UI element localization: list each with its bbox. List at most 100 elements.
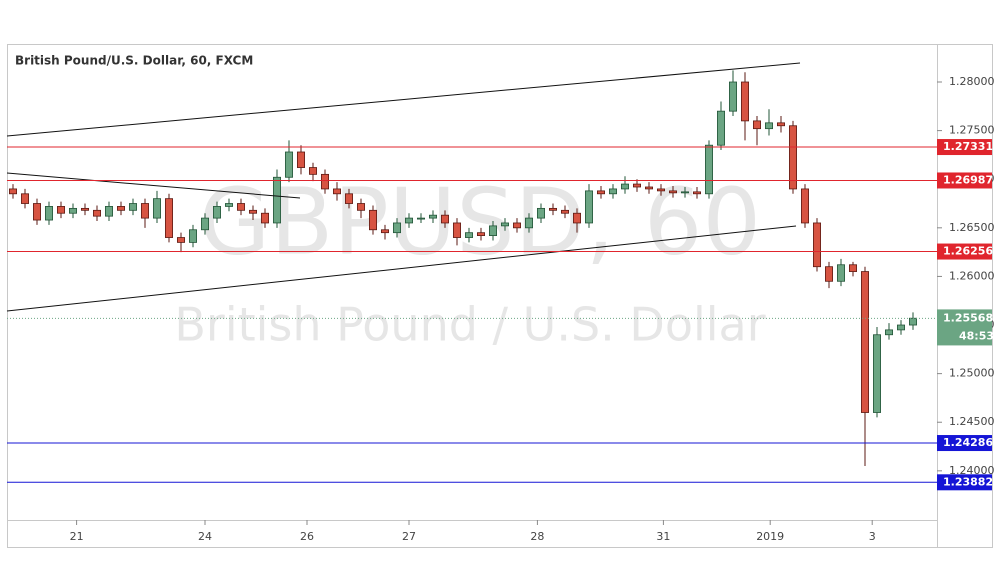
candle-body: [93, 209, 102, 217]
candle-body: [681, 191, 690, 194]
candle-body: [236, 203, 245, 211]
x-tick-label: 28: [530, 530, 544, 543]
candle-body: [272, 176, 281, 224]
level-label: 1.26256: [943, 245, 993, 258]
last-price-label: 1.25568: [943, 311, 993, 324]
level-label-bg: [937, 172, 992, 189]
candle-body: [440, 214, 449, 224]
candle-body: [765, 122, 774, 130]
candle-body: [176, 237, 185, 243]
candle-body: [801, 188, 810, 224]
candle-body: [81, 207, 90, 211]
candle-body: [897, 324, 906, 331]
candle-body: [33, 203, 42, 221]
candle-body: [20, 193, 29, 204]
x-tick-label: 31: [656, 530, 670, 543]
candle-body: [609, 188, 618, 195]
candle-body: [825, 266, 834, 282]
frame: [7, 44, 993, 548]
candle-body: [705, 144, 714, 195]
candle-body: [188, 229, 197, 243]
candle-body: [777, 122, 786, 127]
candle-body: [224, 203, 233, 207]
y-tick-label: 1.24000: [949, 464, 995, 477]
candle-body: [633, 183, 642, 188]
candle-body: [537, 207, 546, 219]
candle-body: [873, 334, 882, 413]
candle-body: [284, 151, 293, 178]
level-label-bg: [937, 435, 992, 452]
candle-body: [464, 232, 473, 238]
candle-body: [452, 222, 461, 238]
candle-body: [861, 271, 870, 413]
candle-body: [885, 329, 894, 336]
candle-body: [549, 207, 558, 211]
candle-body: [152, 198, 161, 219]
level-label: 1.27331: [943, 140, 993, 153]
candle-body: [380, 229, 389, 234]
candle-body: [392, 222, 401, 234]
level-label: 1.23882: [943, 475, 993, 488]
candle-body: [332, 188, 341, 195]
y-tick-label: 1.26000: [949, 269, 995, 282]
candle-body: [164, 198, 173, 238]
candle-body: [837, 264, 846, 282]
candle-body: [117, 206, 126, 211]
x-tick-label: 2019: [756, 530, 784, 543]
candle-body: [753, 120, 762, 130]
x-tick-label: 21: [70, 530, 84, 543]
level-label-bg: [937, 474, 992, 491]
candle-body: [500, 222, 509, 227]
trend-line: [6, 225, 797, 312]
x-tick-label: 27: [402, 530, 416, 543]
candle-body: [248, 209, 257, 214]
candle-body: [368, 209, 377, 231]
level-label: 1.24286: [943, 436, 993, 449]
candle-body: [69, 207, 78, 214]
candle-body: [693, 191, 702, 195]
candle-body: [585, 190, 594, 224]
level-label-bg: [937, 139, 992, 156]
candle-body: [476, 232, 485, 236]
candle-body: [45, 206, 54, 221]
candle-body: [909, 317, 918, 326]
y-tick-label: 1.27500: [949, 124, 995, 137]
candle-body: [813, 222, 822, 268]
candle-body: [296, 151, 305, 168]
x-tick-label: 3: [869, 530, 876, 543]
candle-body: [597, 190, 606, 195]
candle-body: [729, 81, 738, 112]
y-tick-label: 1.25000: [949, 367, 995, 380]
candle-body: [573, 212, 582, 224]
watermark-subtitle: British Pound / U.S. Dollar: [174, 298, 765, 352]
candle-body: [212, 206, 221, 219]
candle-body: [356, 203, 365, 211]
candle-body: [513, 222, 522, 229]
candle-body: [200, 217, 209, 231]
candle-body: [404, 217, 413, 224]
candle-body: [8, 188, 17, 195]
title-bg: [8, 50, 233, 70]
countdown-label: 48:53: [959, 329, 994, 342]
candle-body: [428, 214, 437, 219]
candle-body: [561, 209, 570, 214]
candle-body: [849, 264, 858, 272]
candle-body: [741, 81, 750, 122]
last-price-bg: [937, 309, 992, 346]
candle-body: [57, 206, 66, 214]
level-label-bg: [937, 243, 992, 260]
candle-body: [789, 125, 798, 190]
trend-line: [6, 62, 801, 137]
candle-body: [344, 193, 353, 204]
candle-body: [645, 186, 654, 190]
candle-body: [416, 217, 425, 220]
candle-body: [717, 110, 726, 146]
x-tick-label: 24: [198, 530, 212, 543]
candle-body: [621, 183, 630, 190]
candle-body: [657, 188, 666, 192]
x-tick-label: 26: [300, 530, 314, 543]
candle-body: [320, 173, 329, 190]
y-tick-label: 1.24500: [949, 415, 995, 428]
